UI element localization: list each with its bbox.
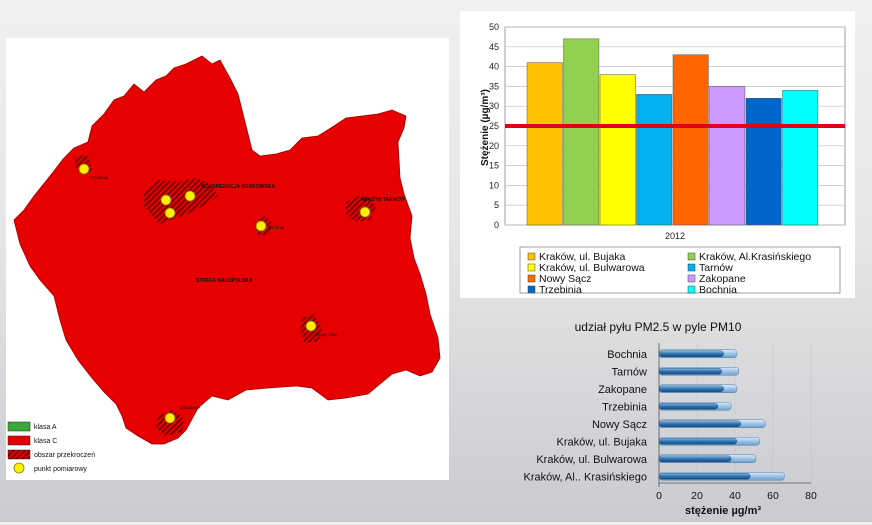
- bar-y-tick-label: 0: [494, 220, 499, 230]
- bar-legend-swatch: [687, 263, 696, 272]
- zone-area-malopolska: [13, 55, 441, 445]
- map-label-zakopane: Zakopane: [180, 405, 201, 410]
- bar-kraków-al-krasińskiego: [563, 38, 600, 226]
- legend-swatch-measurement-point: [13, 462, 25, 474]
- measurement-point-krakow-3: [164, 207, 176, 219]
- map-panel: AGLOMERACJA KRAKOWSKA MIASTO TARNÓW STRE…: [6, 38, 449, 480]
- measurement-point-tarnow: [359, 206, 371, 218]
- hbar-pm25-bar: [658, 403, 719, 410]
- bar-trzebinia: [745, 98, 782, 226]
- bar-y-tick-label: 35: [489, 81, 499, 91]
- measurement-point-zakopane: [164, 412, 176, 424]
- hbar-chart-panel: udział pyłu PM2.5 w pyle PM10 0 20 40 60 80 B…: [500, 315, 830, 520]
- hbar-x-tick-label: 40: [729, 490, 741, 502]
- hbar-x-tick-label: 0: [656, 490, 662, 502]
- bar-legend-label: Tarnów: [699, 262, 733, 274]
- hbar-pm25-bar: [658, 350, 724, 357]
- hbar-pm25-bar: [658, 455, 732, 462]
- bar-chart-legend: Kraków, ul. Bujaka Kraków, Al.Krasińskieg…: [519, 246, 841, 296]
- measurement-point-krakow-1: [160, 194, 172, 206]
- bar-legend-swatch: [527, 274, 536, 283]
- map-label-tarnow: MIASTO TARNÓW: [362, 195, 405, 203]
- measurement-point-trzebinia: [78, 163, 90, 175]
- bar-legend-label: Nowy Sącz: [539, 273, 592, 285]
- malopolska-zone-map: AGLOMERACJA KRAKOWSKA MIASTO TARNÓW STRE…: [7, 55, 441, 474]
- hbar-category-label: Zakopane: [598, 384, 647, 396]
- bar-legend-label: Bochnia: [699, 284, 737, 296]
- hbar-x-tick-label: 80: [805, 490, 817, 502]
- legend-swatch-klasa-a: [7, 421, 31, 432]
- map-label-krakow: AGLOMERACJA KRAKOWSKA: [201, 184, 275, 190]
- bar-chart-panel: 0 5 10 15 20 25 30 35 40 45 50 Stężenie (µg/m³) 20…: [460, 11, 855, 298]
- bar-tarnów: [636, 94, 673, 226]
- bar-legend-label: Kraków, Al.Krasińskiego: [699, 251, 811, 263]
- pm25-bar-chart: 0 5 10 15 20 25 30 35 40 45 50 Stężenie (µg/m³) 20…: [480, 22, 846, 296]
- bar-bochnia: [782, 90, 819, 226]
- map-label-nowy-sacz: Nowy Sącz: [316, 332, 339, 337]
- measurement-point-bochnia: [255, 220, 267, 232]
- hbar-pm25-bar: [658, 368, 722, 375]
- bar-y-tick-label: 15: [489, 161, 499, 171]
- bar-nowy-sącz: [672, 54, 709, 226]
- bar-legend-swatch: [687, 285, 696, 294]
- legend-label-klasa-a: klasa A: [34, 424, 57, 431]
- hbar-pm25-bar: [658, 420, 741, 427]
- bar-legend-swatch: [527, 285, 536, 294]
- exceedance-area-krakow: [144, 178, 218, 224]
- bar-legend-swatch: [687, 274, 696, 283]
- bar-y-tick-label: 25: [489, 121, 499, 131]
- bar-legend-label: Trzebinia: [539, 284, 582, 296]
- hbar-category-label: Tarnów: [612, 366, 648, 378]
- hbar-category-label: Kraków, ul. Bulwarowa: [536, 454, 648, 466]
- bar-legend-swatch: [527, 252, 536, 261]
- bar-y-tick-label: 30: [489, 101, 499, 111]
- hbar-category-label: Trzebinia: [602, 401, 648, 413]
- measurement-point-krakow-2: [184, 190, 196, 202]
- hbar-pm25-bar: [658, 385, 724, 392]
- bar-y-tick-label: 10: [489, 180, 499, 190]
- bar-legend-label: Kraków, ul. Bujaka: [539, 251, 626, 263]
- bar-y-tick-label: 40: [489, 62, 499, 72]
- legend-label-exceedance: obszar przekroczeń: [34, 452, 95, 459]
- bar-legend-label: Kraków, ul. Bulwarowa: [539, 262, 645, 274]
- hbar-pm25-bar: [658, 473, 751, 480]
- bar-zakopane: [709, 86, 746, 226]
- hbar-pm25-bar: [658, 438, 738, 445]
- bar-legend-frame: [519, 246, 841, 294]
- map-legend: klasa A klasa C obszar przekroczeń punkt…: [7, 421, 95, 474]
- legend-swatch-exceedance: [7, 449, 31, 460]
- hbar-category-label: Bochnia: [607, 349, 648, 361]
- legend-label-measurement-point: punkt pomiarowy: [34, 466, 87, 473]
- map-label-strefa: STREFA MAŁOPOLSKA: [196, 278, 253, 284]
- map-label-bochnia: Bochnia: [268, 225, 285, 230]
- hbar-category-label: Kraków, Al.. Krasińskiego: [523, 471, 647, 483]
- bar-legend-swatch: [527, 263, 536, 272]
- bar-kraków-ul-bulwarowa: [599, 74, 636, 226]
- bar-y-tick-label: 5: [494, 200, 499, 210]
- measurement-point-nowy-sacz: [305, 320, 317, 332]
- legend-label-klasa-c: klasa C: [34, 438, 57, 445]
- hbar-x-tick-label: 60: [767, 490, 779, 502]
- bar-y-tick-label: 45: [489, 42, 499, 52]
- bar-legend-label: Zakopane: [699, 273, 746, 285]
- bar-y-tick-label: 50: [489, 22, 499, 32]
- bar-y-tick-label: 20: [489, 141, 499, 151]
- map-label-trzebinia: Trzebinia: [90, 175, 109, 180]
- hbar-chart-title: udział pyłu PM2.5 w pyle PM10: [575, 320, 742, 334]
- bar-legend-swatch: [687, 252, 696, 261]
- bar-kraków-ul-bujaka: [526, 62, 563, 226]
- hbar-chart-xlabel: stężenie µg/m³: [685, 505, 761, 517]
- hbar-category-label: Nowy Sącz: [592, 419, 647, 431]
- bar-chart-xlabel: 2012: [665, 231, 685, 241]
- legend-swatch-klasa-c: [7, 435, 31, 446]
- hbar-category-label: Kraków, ul. Bujaka: [557, 436, 648, 448]
- bar-chart-ylabel: Stężenie (µg/m³): [480, 89, 491, 166]
- hbar-x-tick-label: 20: [691, 490, 703, 502]
- pm-ratio-hbar-chart: udział pyłu PM2.5 w pyle PM10 0 20 40 60 80 B…: [523, 320, 817, 517]
